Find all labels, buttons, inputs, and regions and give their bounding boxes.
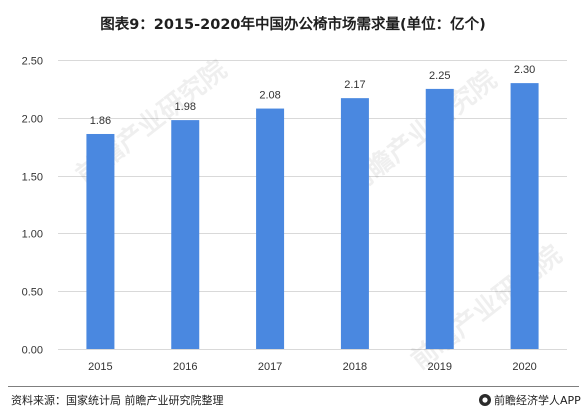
- brand-name: 前瞻经济学人APP: [494, 393, 581, 407]
- value-labels: 1.86 1.98 2.08 2.17 2.25 2.30: [90, 64, 536, 127]
- x-tick-label: 2015: [88, 361, 112, 373]
- bars: [86, 83, 539, 350]
- y-tick-label: 1.50: [22, 172, 43, 184]
- brand-block: 前瞻经济学人APP: [479, 393, 581, 407]
- y-tick-label: 2.00: [22, 114, 43, 126]
- data-label: 2.30: [514, 64, 535, 76]
- bar: [86, 133, 115, 349]
- y-tick-label: 0.50: [22, 287, 43, 299]
- x-tick-label: 2016: [173, 361, 197, 373]
- y-axis-ticks: 0.00 0.50 1.00 1.50 2.00 2.50: [22, 56, 43, 357]
- source-note: 资料来源：国家统计局 前瞻产业研究院整理: [11, 393, 224, 407]
- data-label: 2.25: [429, 70, 450, 82]
- y-tick-label: 1.00: [22, 229, 43, 241]
- data-label: 2.08: [259, 90, 280, 102]
- x-tick-label: 2020: [512, 361, 536, 373]
- x-tick-label: 2018: [343, 361, 367, 373]
- bar: [425, 88, 454, 350]
- x-tick-label: 2017: [258, 361, 282, 373]
- data-label: 2.17: [344, 79, 365, 91]
- y-tick-label: 0.00: [22, 345, 43, 357]
- x-axis-ticks: 2015 2016 2017 2018 2019 2020: [88, 361, 537, 373]
- y-tick-label: 2.50: [22, 56, 43, 68]
- gridlines: [58, 60, 567, 350]
- chart-title: 图表9：2015-2020年中国办公椅市场需求量(单位：亿个): [100, 15, 486, 33]
- data-label: 1.98: [175, 101, 196, 113]
- bar: [256, 108, 285, 349]
- bar: [171, 120, 200, 349]
- watermarks: 前瞻产业研究院 前瞻产业研究院 前瞻产业研究院: [70, 54, 568, 375]
- bar: [510, 83, 539, 350]
- brand-logo-inner: [482, 397, 488, 403]
- bar: [340, 98, 369, 349]
- x-tick-label: 2019: [428, 361, 452, 373]
- data-label: 1.86: [90, 115, 111, 127]
